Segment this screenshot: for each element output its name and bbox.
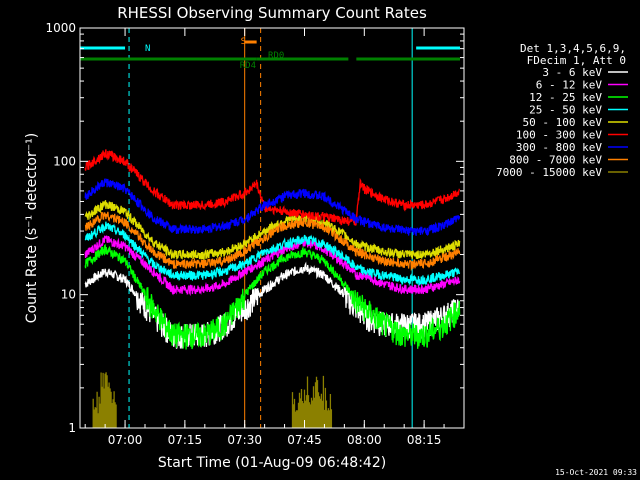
y-tick-label-3: 1000 [45, 21, 76, 35]
flag-label-rd0: RD0 [268, 51, 284, 61]
x-tick-label-3: 07:45 [287, 433, 322, 447]
x-axis-label: Start Time (01-Aug-09 06:48:42) [158, 455, 386, 471]
y-tick-label-0: 1 [68, 421, 76, 435]
y-tick-label-2: 100 [53, 154, 76, 168]
flag-label-s: S [241, 37, 246, 47]
footer-timestamp: 15-Oct-2021 09:33 [555, 468, 637, 477]
series-trace-3 [84, 221, 461, 286]
legend-label-1: 6 - 12 keV [536, 79, 603, 92]
series-trace-8 [92, 372, 333, 428]
legend-label-2: 12 - 25 keV [529, 91, 602, 104]
x-tick-label-5: 08:15 [407, 433, 442, 447]
legend-label-6: 300 - 800 keV [516, 141, 602, 154]
x-tick-label-4: 08:00 [347, 433, 382, 447]
series-trace-6 [84, 178, 461, 236]
flag-label-rd4: RD4 [240, 61, 256, 71]
legend-label-5: 100 - 300 keV [516, 129, 602, 142]
series-trace-5 [84, 149, 461, 226]
legend-label-8: 7000 - 15000 keV [496, 166, 602, 179]
series-trace-1 [84, 235, 461, 297]
y-axis-label: Count Rate (s⁻¹ detector⁻¹) [24, 133, 40, 323]
y-tick-label-1: 10 [61, 288, 76, 302]
legend-label-7: 800 - 7000 keV [509, 154, 602, 167]
plot-frame [79, 27, 465, 429]
x-tick-label-1: 07:15 [168, 433, 203, 447]
legend-header-0: Det 1,3,4,5,6,9, [520, 42, 626, 55]
flag-label-n: N [145, 44, 150, 54]
series-trace-7 [84, 211, 461, 272]
legend-header-1: FDecim 1, Att 0 [527, 54, 626, 67]
x-tick-label-0: 07:00 [108, 433, 143, 447]
x-tick-label-2: 07:30 [227, 433, 262, 447]
series-trace-2 [84, 243, 461, 350]
legend-label-0: 3 - 6 keV [542, 66, 602, 79]
legend-label-4: 50 - 100 keV [523, 116, 603, 129]
legend-label-3: 25 - 50 keV [529, 104, 602, 117]
chart-title: RHESSI Observing Summary Count Rates [117, 4, 427, 22]
series-trace-4 [84, 200, 461, 262]
